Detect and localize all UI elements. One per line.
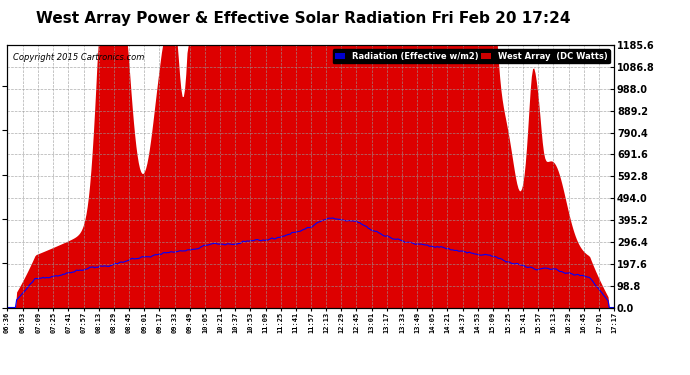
- Text: Copyright 2015 Cartronics.com: Copyright 2015 Cartronics.com: [13, 53, 144, 62]
- Text: West Array Power & Effective Solar Radiation Fri Feb 20 17:24: West Array Power & Effective Solar Radia…: [37, 11, 571, 26]
- Legend: Radiation (Effective w/m2), West Array  (DC Watts): Radiation (Effective w/m2), West Array (…: [333, 49, 610, 63]
